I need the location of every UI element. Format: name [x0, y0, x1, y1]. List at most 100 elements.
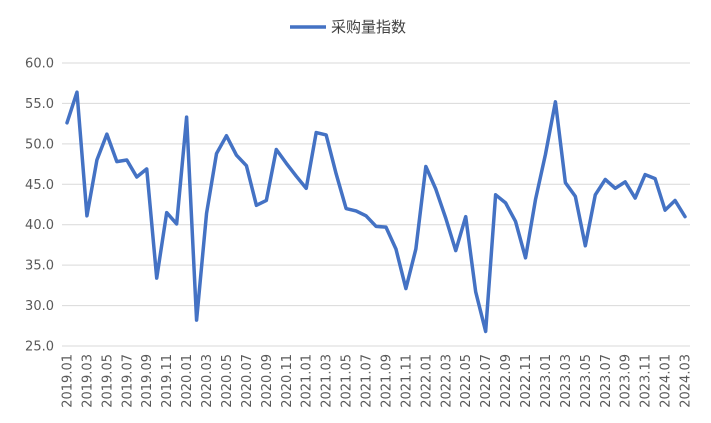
data-point [394, 247, 397, 250]
x-tick-label: 2019.11 [160, 354, 175, 408]
data-point [384, 226, 387, 229]
x-tick-label: 2019.01 [61, 354, 76, 408]
x-tick-label: 2021.09 [379, 354, 394, 408]
gridlines [62, 62, 690, 347]
data-point [165, 211, 168, 214]
x-tick-label: 2023.05 [579, 354, 594, 408]
data-point [185, 116, 188, 119]
data-point [365, 214, 368, 217]
x-tick-label: 2022.03 [439, 354, 454, 408]
data-point [155, 277, 158, 280]
y-tick-label: 35.0 [25, 259, 54, 274]
x-tick-label: 2023.01 [539, 354, 554, 408]
x-tick-label: 2020.01 [180, 354, 195, 408]
x-tick-label: 2024.01 [659, 354, 674, 408]
data-point [434, 188, 437, 191]
x-tick-label: 2021.03 [320, 354, 335, 408]
y-tick-label: 30.0 [25, 299, 54, 314]
x-tick-label: 2021.07 [360, 354, 375, 408]
data-point [474, 290, 477, 293]
data-point [424, 165, 427, 168]
x-tick-label: 2019.03 [80, 354, 95, 408]
data-point [85, 214, 88, 217]
data-point [614, 187, 617, 190]
data-point [245, 164, 248, 167]
y-tick-label: 55.0 [25, 97, 54, 112]
y-axis: 25.0 30.0 35.0 40.0 45.0 50.0 55.0 60.0 [25, 57, 54, 355]
x-tick-label: 2022.07 [479, 354, 494, 408]
x-tick-label: 2021.01 [300, 354, 315, 408]
data-point [105, 133, 108, 136]
x-tick-label: 2022.01 [419, 354, 434, 408]
x-tick-label: 2024.03 [679, 354, 694, 408]
y-tick-label: 45.0 [25, 178, 54, 193]
x-tick-label: 2020.11 [280, 354, 295, 408]
data-point [225, 134, 228, 137]
data-point [265, 199, 268, 202]
x-tick-label: 2019.05 [100, 354, 115, 408]
x-tick-label: 2023.11 [639, 354, 654, 408]
data-point [584, 244, 587, 247]
data-point [345, 207, 348, 210]
x-tick-label: 2020.07 [240, 354, 255, 408]
x-tick-label: 2019.09 [140, 354, 155, 408]
data-point [115, 160, 118, 163]
x-tick-label: 2019.07 [120, 354, 135, 408]
data-point [414, 247, 417, 250]
data-point [684, 215, 687, 218]
data-point [145, 167, 148, 170]
x-tick-label: 2020.09 [260, 354, 275, 408]
y-tick-label: 40.0 [25, 218, 54, 233]
data-point [594, 193, 597, 196]
x-tick-label: 2021.11 [399, 354, 414, 408]
x-tick-label: 2022.11 [519, 354, 534, 408]
data-point [335, 172, 338, 175]
data-point [135, 176, 138, 179]
data-point [355, 209, 358, 212]
data-point [644, 173, 647, 176]
y-tick-label: 25.0 [25, 340, 54, 355]
data-point [624, 180, 627, 183]
x-tick-label: 2021.05 [340, 354, 355, 408]
data-point [554, 100, 557, 103]
data-point [95, 159, 98, 162]
x-tick-label: 2023.09 [619, 354, 634, 408]
data-point [125, 159, 128, 162]
data-point [215, 152, 218, 155]
data-point [375, 225, 378, 228]
data-point [205, 212, 208, 215]
y-tick-label: 50.0 [25, 137, 54, 152]
data-point [524, 256, 527, 259]
data-point [664, 209, 667, 212]
x-tick-label: 2023.03 [559, 354, 574, 408]
data-point [404, 287, 407, 290]
legend-label: 采购量指数 [331, 18, 406, 36]
data-point [494, 193, 497, 196]
data-point [235, 154, 238, 157]
data-point [654, 177, 657, 180]
data-point [604, 178, 607, 181]
y-tick-label: 60.0 [25, 57, 54, 72]
data-point [484, 330, 487, 333]
data-point [454, 249, 457, 252]
data-point [534, 198, 537, 201]
x-axis: 2019.01 2019.03 2019.05 2019.07 2019.09 2019.… [61, 354, 694, 408]
data-point [564, 181, 567, 184]
data-point [66, 121, 69, 124]
data-point [674, 199, 677, 202]
data-point [255, 204, 258, 207]
x-tick-label: 2022.05 [459, 354, 474, 408]
x-tick-label: 2023.07 [599, 354, 614, 408]
data-point [574, 195, 577, 198]
data-point [305, 187, 308, 190]
data-point [504, 201, 507, 204]
data-point [175, 222, 178, 225]
data-point [75, 91, 78, 94]
x-tick-label: 2022.09 [499, 354, 514, 408]
data-point [444, 217, 447, 220]
data-point [544, 153, 547, 156]
data-point [325, 133, 328, 136]
data-point [275, 148, 278, 151]
